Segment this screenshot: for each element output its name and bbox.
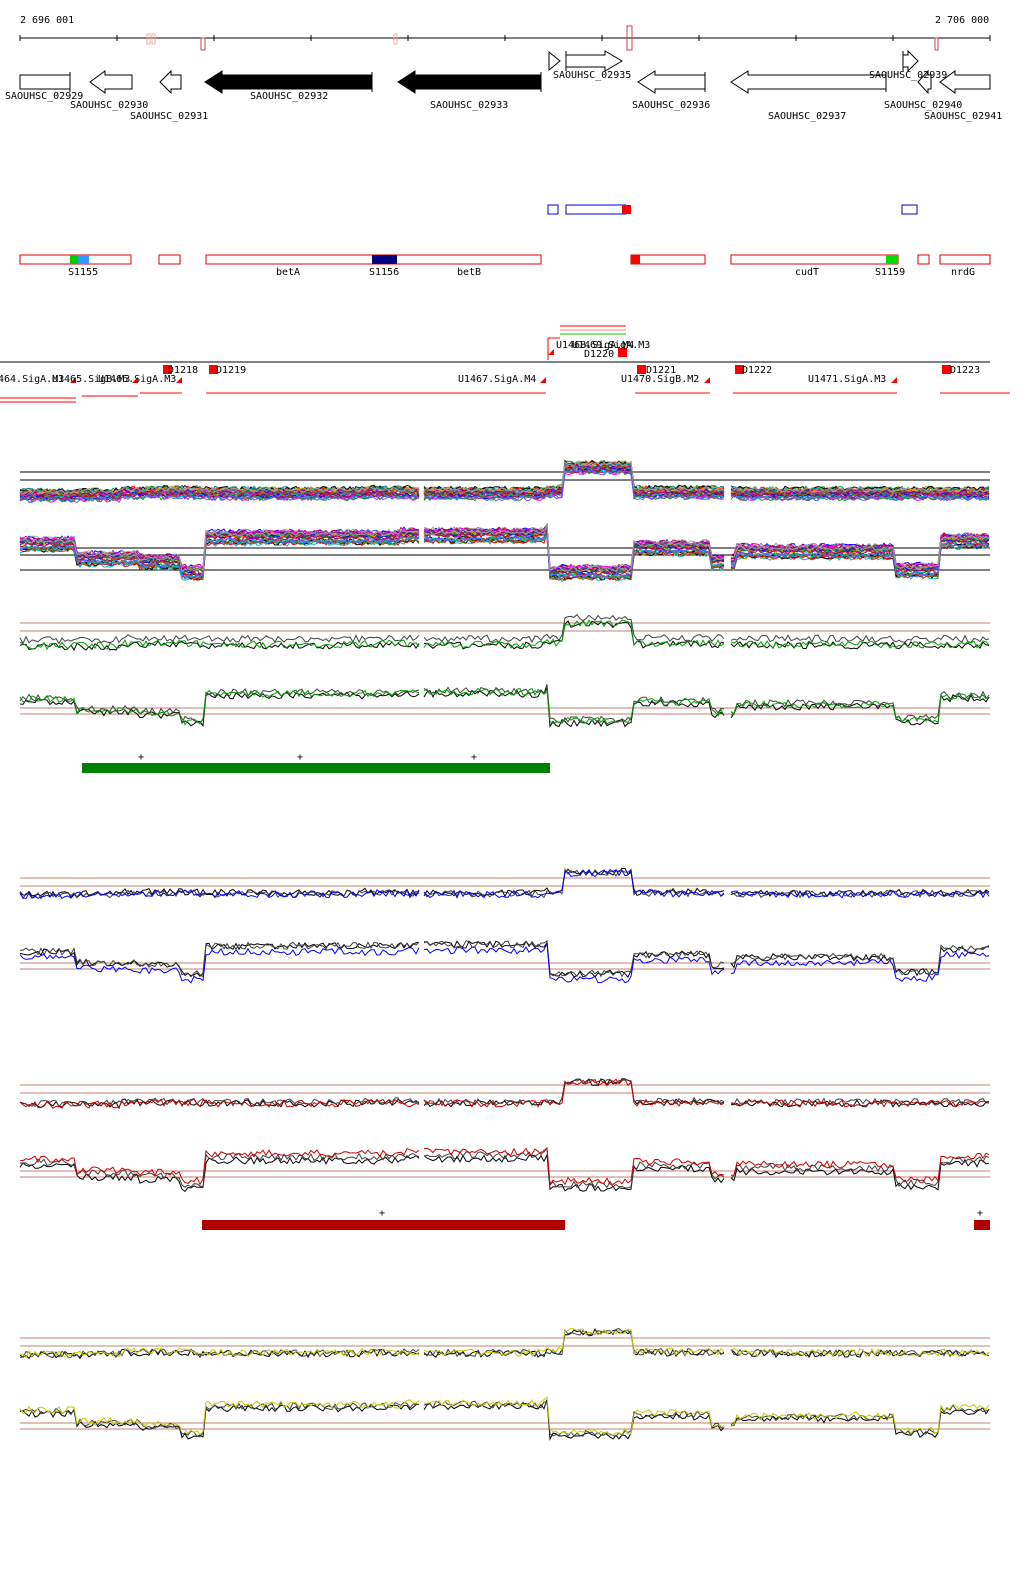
panel-all-conditions [19, 459, 990, 582]
red-bar[interactable] [202, 1220, 565, 1230]
feature-label: nrdG [951, 267, 975, 278]
feature-box[interactable] [630, 254, 706, 265]
promoter-label: D1221 [646, 365, 676, 376]
gene-arrow[interactable] [730, 70, 887, 94]
feature-label: cudT [795, 267, 819, 278]
panel-green-condition [19, 613, 990, 728]
bar-mark: + [297, 752, 303, 763]
promoter-label: D1220 [584, 349, 614, 360]
panel-yellow-condition [19, 1327, 990, 1441]
bar-mark: + [379, 1208, 385, 1219]
feature-box[interactable] [939, 254, 991, 265]
promoter-label: D1218 [168, 365, 198, 376]
gene-arrow[interactable] [89, 70, 133, 94]
gene-arrow[interactable] [939, 70, 991, 94]
bar-mark: + [977, 1208, 983, 1219]
gene-arrow[interactable] [917, 69, 932, 95]
panel-red-condition [19, 1078, 990, 1193]
promoter-label: D1219 [216, 365, 246, 376]
expression-panels [19, 459, 990, 1441]
feature-label: S1155 [68, 267, 98, 278]
feature-box-filled[interactable] [622, 205, 631, 214]
gene-label: SAOUHSC_02937 [768, 111, 846, 122]
gene-arrow[interactable] [204, 70, 373, 94]
feature-box[interactable] [730, 254, 899, 265]
feature-box[interactable] [901, 204, 918, 215]
coord-right: 2 706 000 [935, 15, 989, 26]
promoter-label: D1222 [742, 365, 772, 376]
gene-arrow[interactable] [565, 50, 623, 72]
red-feature-track: S1155 betA S1156 betB cudT S1159 nrdG [19, 254, 991, 278]
blue-feature-track [547, 204, 918, 215]
promoter-label: U1470.SigB.M2 [621, 374, 699, 385]
coord-left: 2 696 001 [20, 15, 74, 26]
feature-box[interactable] [158, 254, 181, 265]
feature-box[interactable] [565, 204, 627, 215]
gene-label: SAOUHSC_02940 [884, 100, 962, 111]
segment-bars: + + + + + [82, 752, 990, 1230]
bar-mark: + [471, 752, 477, 763]
panel-blue-condition [19, 867, 990, 984]
gene-arrow[interactable] [637, 70, 706, 94]
coordinate-ruler: 2 696 001 2 706 000 [19, 15, 991, 51]
feature-box[interactable] [917, 254, 930, 265]
feature-label: S1156 [369, 267, 399, 278]
gene-arrow[interactable] [19, 72, 71, 92]
promoter-label: D1223 [950, 365, 980, 376]
gene-arrow[interactable] [902, 49, 919, 73]
bar-mark: + [138, 752, 144, 763]
gene-label: SAOUHSC_02935 [553, 70, 631, 81]
promoter-label: U1469.SigA.M3 [572, 340, 650, 351]
promoter-label: U1468.SigA.M4 [556, 340, 634, 351]
red-bar-small[interactable] [974, 1220, 990, 1230]
gene-track: SAOUHSC_02929 SAOUHSC_02930 SAOUHSC_0293… [5, 49, 1002, 122]
gene-label: SAOUHSC_02930 [70, 100, 148, 111]
gene-label: SAOUHSC_02929 [5, 91, 83, 102]
promoter-label: 464.SigA.M3 [0, 374, 64, 385]
feature-label: betA [276, 267, 300, 278]
promoter-label: U1465.SigB.M3 [52, 374, 130, 385]
feature-label: betB [457, 267, 481, 278]
feature-box[interactable] [547, 204, 559, 215]
gene-label: SAOUHSC_02939 [869, 70, 947, 81]
gene-arrow[interactable] [397, 70, 542, 94]
promoter-label: U1471.SigA.M3 [808, 374, 886, 385]
gene-label: SAOUHSC_02936 [632, 100, 710, 111]
gene-label: SAOUHSC_02931 [130, 111, 208, 122]
gene-label: SAOUHSC_02932 [250, 91, 328, 102]
green-bar[interactable] [82, 763, 550, 773]
promoter-track: 464.SigA.M3 U1465.SigB.M3 U1466.SigA.M3 … [0, 325, 1010, 403]
feature-label: S1159 [875, 267, 905, 278]
gene-label: SAOUHSC_02941 [924, 111, 1002, 122]
promoter-label: U1466.SigA.M3 [98, 374, 176, 385]
gene-arrow[interactable] [159, 69, 182, 95]
gene-label: SAOUHSC_02933 [430, 100, 508, 111]
promoter-label: U1467.SigA.M4 [458, 374, 536, 385]
